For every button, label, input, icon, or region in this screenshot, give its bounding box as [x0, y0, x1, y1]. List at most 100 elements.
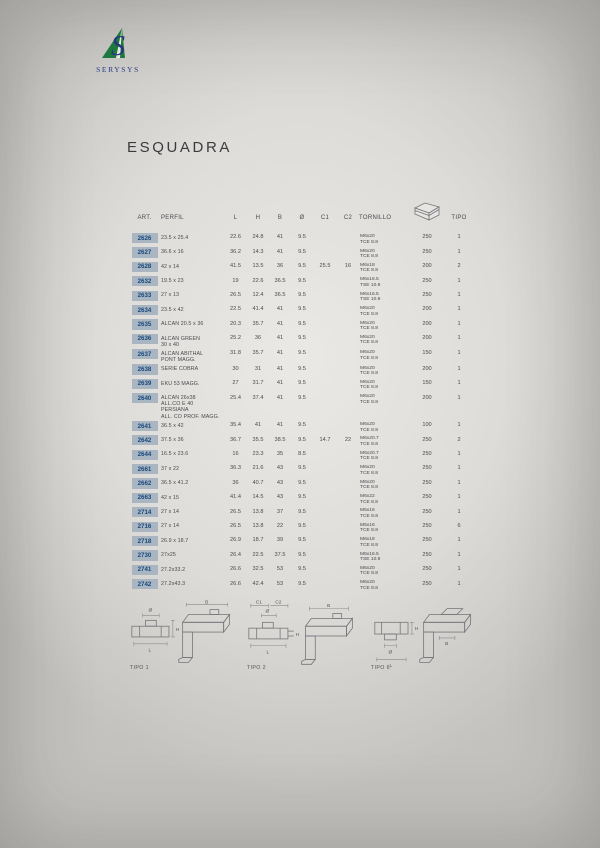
l-value: 36: [232, 479, 239, 486]
diameter-value: 9.5: [298, 494, 306, 501]
table-row: 2641 36.5 x 42 35.4 41 41 9.5 M6x20 TCE 8…: [131, 420, 475, 434]
b-value: 41: [276, 234, 284, 241]
tornillo-cell: M5x16 TCE 8.8: [360, 508, 378, 519]
diameter-value: 9.5: [298, 566, 306, 573]
l-value: 22.6: [230, 234, 241, 241]
c2-value: 22: [344, 436, 352, 443]
c2-value: [337, 549, 359, 551]
diameter-value: 9.5: [298, 508, 306, 515]
perfil-cell: 23.5 x 25.4: [161, 234, 189, 241]
table-row: 2627 36.6 x 16 36.2 14.3 41 9.5 M6x20 TCE…: [131, 246, 475, 260]
table-row: 2718 26.9 x 18.7 26.9 18.7 39 9.5 M6x18 T…: [131, 535, 475, 549]
c1-value: [313, 549, 337, 551]
svg-text:B: B: [445, 641, 448, 647]
h-value: 14.5: [252, 494, 264, 501]
tornillo-cell: M6x18 TCE 8.8: [360, 262, 378, 274]
art-number: 2642: [131, 434, 158, 446]
h-value: 13.8: [252, 523, 264, 530]
l-value: 35.4: [230, 422, 241, 429]
c2-value: [337, 578, 359, 580]
tipo-value: 2: [457, 436, 461, 443]
c2-value: [337, 535, 359, 537]
table-row: 2640 ALCAN 26x38 ALL.CO E 40 PERSIANA ALL. …: [131, 392, 475, 420]
table-row: 2741 27.2x33.2 26.6 32.5 53 9.5 M6x20 TCE…: [131, 564, 475, 578]
table-row: 2636 ALCAN GREEN 30 x 40 25.2 36 41 9.5 M…: [131, 333, 475, 348]
diameter-value: 9.5: [298, 365, 306, 372]
art-number: 2627: [131, 246, 158, 258]
h-value: 36: [254, 335, 262, 342]
svg-text:C1: C1: [256, 599, 263, 605]
b-value: 41: [276, 422, 284, 429]
h-value: 24.8: [252, 234, 264, 241]
tornillo-cell: M6x20 TCE 8.8: [360, 580, 378, 591]
perfil-cell: 27 x 14: [161, 523, 180, 530]
l-value: 26.5: [230, 291, 241, 298]
package-qty: 250: [422, 494, 432, 501]
h-value: 41.4: [252, 306, 264, 313]
table-row: 2628 42 x 14 41.5 13.5 36 9.5 25.5 16 M6…: [131, 261, 475, 275]
c2-value: [337, 492, 359, 494]
b-value: 43: [276, 479, 284, 486]
c1-value: [313, 420, 337, 422]
diameter-value: 9.5: [298, 551, 306, 558]
l-value: 20.3: [230, 320, 241, 327]
c1-value: [313, 363, 337, 365]
perfil-cell: 26.9 x 18.7: [161, 537, 189, 544]
tipo-value: 2: [457, 263, 461, 270]
h-value: 32.5: [252, 566, 264, 573]
h-value: 40.7: [252, 479, 264, 486]
package-qty: 250: [422, 551, 432, 558]
diameter-value: 9.5: [298, 479, 306, 486]
header-art: ART.: [137, 215, 152, 221]
h-value: 21.6: [252, 465, 264, 472]
art-number: 2628: [131, 261, 158, 272]
h-value: 13.8: [252, 508, 264, 515]
perfil-cell: 23.5 x 42: [161, 306, 184, 313]
l-value: 25.4: [230, 394, 241, 401]
l-value: 31.8: [230, 350, 241, 357]
c1-value: [313, 521, 337, 523]
tornillo-cell: M6x20 TCE 8.8: [360, 306, 378, 317]
diameter-value: 9.5: [298, 394, 306, 401]
c2-value: [337, 246, 359, 248]
art-number: 2662: [131, 477, 158, 489]
tipo-value: 1: [457, 277, 461, 284]
package-qty: 250: [422, 580, 432, 587]
package-qty: 250: [422, 566, 432, 573]
tipo-value: 1: [457, 551, 461, 558]
perfil-cell: 27.2x43.3: [161, 581, 186, 587]
b-value: 36.5: [274, 277, 286, 284]
art-number: 2640: [131, 392, 158, 404]
tornillo-cell: M6x20 TCE 8.8: [360, 394, 378, 405]
package-qty: 250: [422, 479, 432, 486]
b-value: 53: [276, 566, 284, 573]
tornillo-cell: M6x20 TCE 8.8: [360, 465, 378, 476]
tipo-value: 1: [457, 508, 461, 515]
c1-value: [313, 275, 337, 277]
c2-value: [337, 318, 359, 320]
perfil-cell: EKU 53 MAGG.: [161, 380, 200, 387]
h-value: 35.7: [252, 320, 264, 327]
l-value: 19: [232, 277, 239, 284]
art-number: 2635: [131, 318, 158, 330]
c1-value: [313, 492, 337, 494]
tornillo-cell: M6x16.5 TSE 10.9: [360, 551, 381, 563]
h-value: 35.5: [252, 436, 264, 443]
table-row: 2637 ALCAN ABITHAL PONT MAGG. 31.8 35.7 4…: [131, 348, 475, 363]
c2-value: [337, 477, 359, 479]
c1-value: [313, 348, 337, 350]
table-row: 2635 ALCAN 20.5 x 36 20.3 35.7 41 9.5 M6…: [131, 318, 475, 332]
b-value: 36: [276, 263, 284, 270]
svg-text:S: S: [111, 31, 125, 62]
l-value: 16: [232, 451, 239, 458]
c1-value: [313, 506, 337, 508]
tipo-value: 1: [457, 394, 461, 401]
header-diameter: Ø: [299, 215, 305, 221]
art-number: 2639: [131, 378, 158, 389]
page-title: ESQUADRA: [127, 139, 232, 156]
h-value: 31: [254, 365, 262, 372]
diameter-value: 8.5: [298, 451, 306, 458]
b-value: 36.5: [274, 291, 286, 298]
table-row: 2742 27.2x43.3 26.6 42.4 53 9.5 M6x20 TCE…: [131, 578, 475, 592]
c2-value: [337, 363, 359, 365]
